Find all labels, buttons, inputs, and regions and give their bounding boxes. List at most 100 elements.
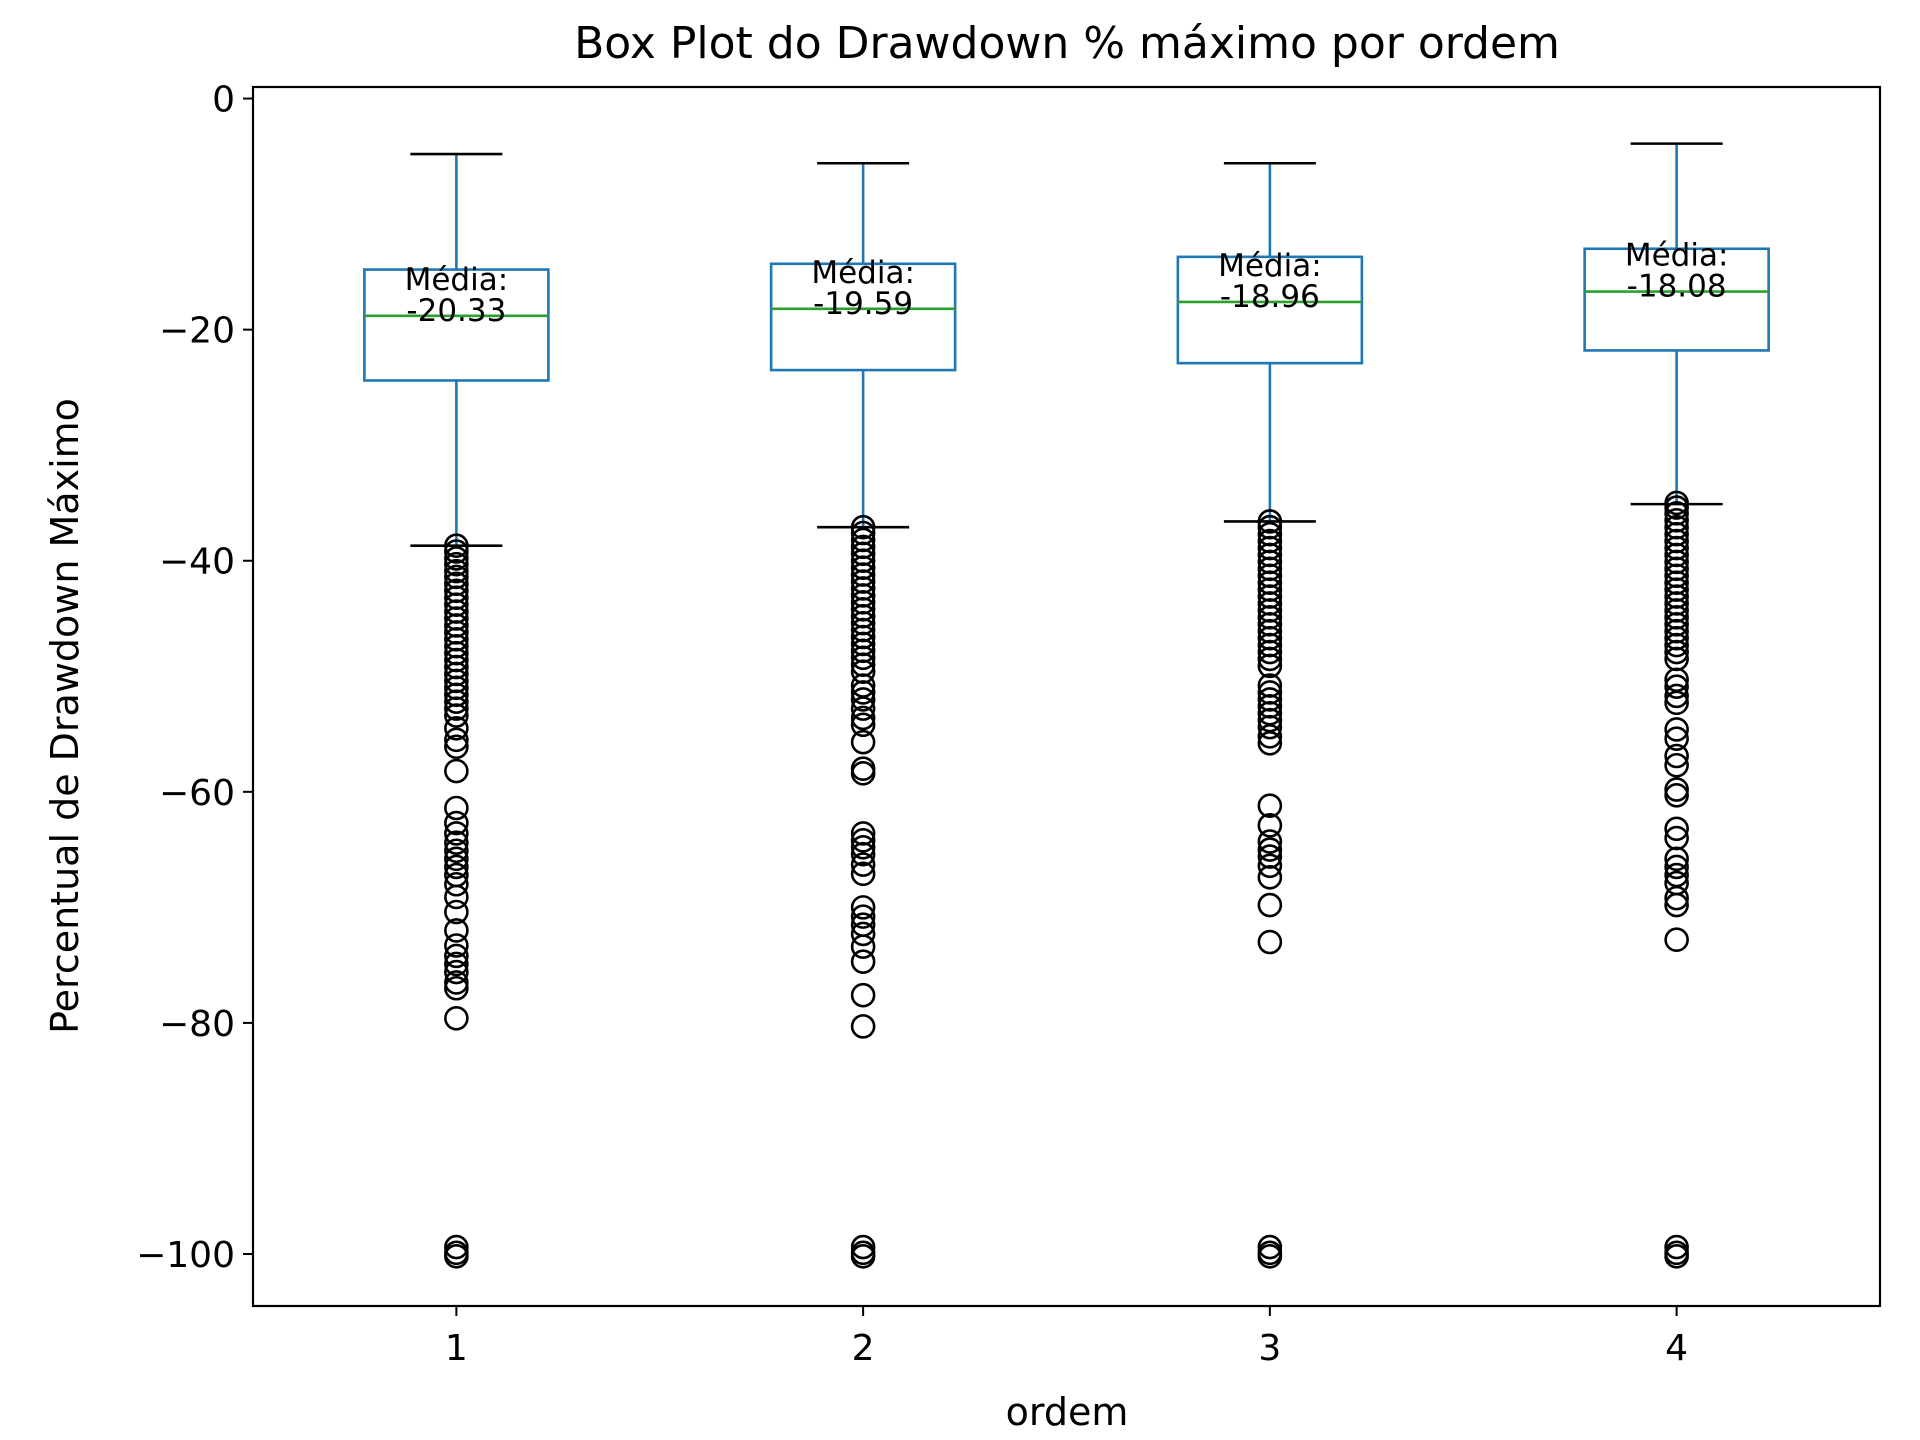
outlier-point: [850, 1244, 876, 1269]
outlier-point: [444, 959, 469, 985]
outlier-point: [1257, 509, 1283, 534]
outlier-point: [850, 705, 876, 731]
outlier-point: [444, 970, 469, 995]
outlier-point: [1257, 837, 1283, 862]
outlier-point: [850, 921, 876, 947]
mean-annotation-value: -18.96: [1220, 279, 1320, 315]
outlier-point: [850, 934, 876, 959]
outlier-point: [444, 821, 469, 846]
outlier-point: [1664, 495, 1689, 520]
outlier-point: [444, 546, 469, 571]
plot-area: Média:-20.33Média:-19.59Média:-18.96Médi…: [363, 142, 1770, 1269]
outlier-point: [444, 715, 469, 741]
box-group-4: Média:-18.08: [1583, 142, 1770, 1269]
outlier-point: [1664, 752, 1689, 778]
outlier-point: [1664, 927, 1689, 953]
outlier-point: [1664, 816, 1689, 842]
outlier-point: [1664, 683, 1689, 709]
y-tick-label: −60: [159, 773, 235, 814]
outlier-point: [850, 1014, 876, 1039]
outlier-point: [444, 951, 469, 977]
outlier-point: [1257, 892, 1283, 918]
y-tick-label: −40: [159, 542, 235, 583]
outlier-point: [444, 795, 469, 821]
outlier-point: [850, 729, 876, 755]
y-axis-label: Percentual de Drawdown Máximo: [43, 398, 87, 1034]
outlier-point: [850, 904, 876, 929]
mean-annotation-value: -19.59: [813, 286, 913, 322]
outlier-point: [1664, 846, 1689, 872]
outlier-point: [444, 854, 469, 880]
outlier-point: [850, 1234, 876, 1260]
outlier-point: [850, 761, 876, 786]
mean-annotation-value: -18.08: [1627, 269, 1727, 305]
outlier-point: [1257, 646, 1283, 672]
outlier-point: [850, 680, 876, 705]
outlier-point: [444, 838, 469, 864]
outlier-point: [444, 551, 469, 577]
outlier-point: [1664, 1244, 1689, 1269]
axes: 0 −20 −40 −60 −80 −100 1 2 3 4: [136, 80, 1882, 1369]
box-iqr: [363, 268, 550, 382]
outlier-point: [444, 846, 469, 872]
box-group-1: Média:-20.33: [363, 152, 550, 1269]
outlier-point: [1664, 892, 1689, 918]
outlier-point: [850, 852, 876, 877]
x-tick-label: 4: [1665, 1328, 1688, 1369]
outlier-point: [444, 727, 469, 753]
y-tick-label: −20: [159, 311, 235, 352]
outlier-point: [444, 703, 469, 728]
outlier-point: [444, 689, 469, 714]
outlier-point: [1664, 639, 1689, 665]
outlier-point: [444, 539, 469, 564]
outlier-point: [1664, 777, 1689, 802]
outlier-point: [1257, 793, 1283, 818]
outlier-point: [1257, 1234, 1283, 1260]
outlier-point: [444, 734, 469, 760]
outlier-point: [1257, 724, 1283, 749]
outlier-point: [444, 558, 469, 584]
outlier-point: [444, 899, 469, 925]
outlier-point: [1664, 690, 1689, 716]
outlier-point: [1664, 1234, 1689, 1260]
outlier-point: [444, 758, 469, 784]
outlier-point: [1257, 853, 1283, 879]
outlier-point: [444, 810, 469, 836]
box-group-3: Média:-18.96: [1176, 161, 1364, 1269]
chart-title: Box Plot do Drawdown % máximo por ordem: [574, 18, 1560, 69]
outlier-point: [1257, 639, 1283, 665]
outlier-point: [850, 514, 876, 540]
mean-annotation-label: Média:: [405, 262, 509, 298]
outlier-point: [850, 841, 876, 867]
box-iqr: [769, 262, 957, 372]
outlier-point: [1257, 829, 1283, 854]
outlier-point: [850, 895, 876, 920]
outlier-point: [444, 533, 469, 559]
mean-annotation-label: Média:: [1218, 248, 1322, 284]
outlier-point: [850, 645, 876, 671]
x-axis-label: ordem: [1006, 1390, 1129, 1434]
x-tick-label: 3: [1258, 1328, 1281, 1369]
outlier-point: [1664, 885, 1689, 911]
outlier-point: [850, 828, 876, 853]
outlier-point: [1257, 730, 1283, 756]
outlier-point: [1664, 674, 1689, 699]
outlier-point: [444, 918, 469, 943]
outlier-point: [1664, 726, 1689, 751]
mean-annotation-label: Média:: [1625, 238, 1729, 274]
y-tick-label: −100: [136, 1235, 235, 1276]
box-iqr: [1176, 255, 1364, 365]
outlier-point: [444, 696, 469, 721]
outlier-point: [444, 830, 469, 855]
outlier-point: [850, 712, 876, 738]
plot-frame: [251, 85, 1882, 1308]
outlier-point: [1257, 865, 1283, 890]
outlier-point: [444, 933, 469, 958]
outlier-point: [444, 884, 469, 910]
outlier-point: [1664, 782, 1689, 808]
outlier-point: [1664, 743, 1689, 769]
outlier-point: [850, 696, 876, 721]
outlier-point: [444, 871, 469, 897]
outlier-point: [850, 861, 876, 887]
